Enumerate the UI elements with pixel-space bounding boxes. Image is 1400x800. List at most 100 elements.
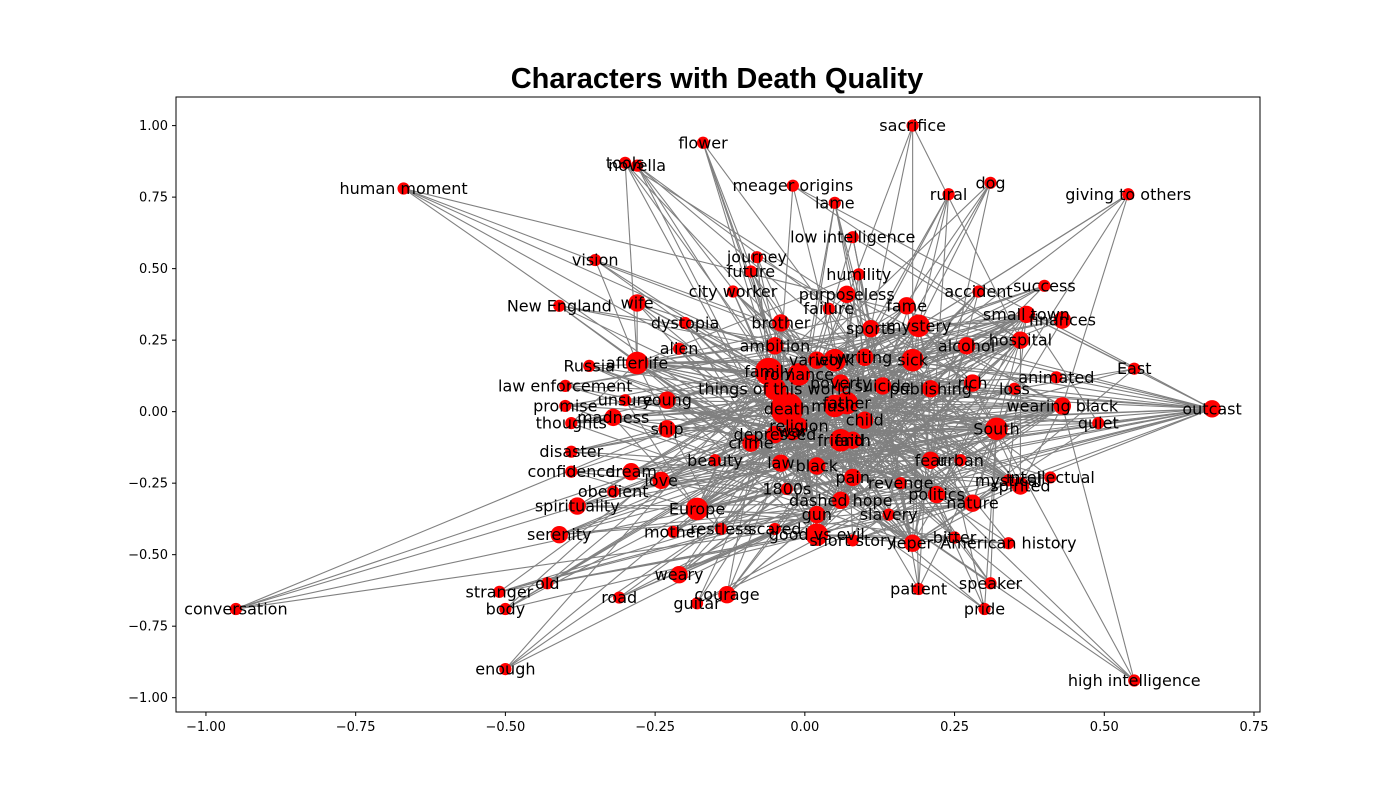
node-marker xyxy=(786,179,799,192)
edge xyxy=(852,477,914,544)
node-label: outcast xyxy=(1182,399,1241,418)
node-label: alien xyxy=(660,339,699,358)
node-label: brother xyxy=(751,313,810,332)
edge xyxy=(834,202,866,358)
node-marker xyxy=(619,394,632,407)
node-label: black xyxy=(796,457,839,476)
node-label: weary xyxy=(655,565,704,584)
edge xyxy=(774,313,1027,347)
node-marker xyxy=(772,454,790,472)
edge xyxy=(571,359,913,473)
edge xyxy=(816,382,973,467)
node-label: mystery xyxy=(886,316,952,335)
edge xyxy=(696,382,842,604)
node-marker xyxy=(808,505,826,524)
node-marker xyxy=(766,337,784,355)
node-marker xyxy=(1008,382,1021,395)
edge xyxy=(774,422,1099,436)
edge xyxy=(636,165,866,358)
node-marker xyxy=(708,454,722,467)
node-label: rural xyxy=(930,185,968,204)
edge xyxy=(852,408,1213,541)
node-marker xyxy=(844,468,862,487)
node-marker xyxy=(493,585,506,598)
node-label: meager origins xyxy=(732,176,853,195)
node-label: depressed xyxy=(733,425,816,444)
node-marker xyxy=(589,253,602,267)
edge xyxy=(864,419,991,584)
node-label: poverty xyxy=(810,374,872,393)
edge xyxy=(235,419,865,610)
edge xyxy=(571,408,787,453)
node-label: scared xyxy=(748,519,801,538)
node-marker xyxy=(1038,279,1051,292)
edge xyxy=(864,419,1135,681)
node-marker xyxy=(565,445,578,458)
node-label: loss xyxy=(999,379,1030,398)
edge xyxy=(720,359,818,530)
node-label: 1800s xyxy=(762,479,811,498)
node-marker xyxy=(559,399,572,413)
edge xyxy=(505,385,883,610)
node-label: dashed hope xyxy=(789,491,892,510)
edge xyxy=(702,142,800,427)
node-marker xyxy=(583,359,596,372)
node-label: slavery xyxy=(860,505,918,524)
edge xyxy=(846,402,1099,424)
edge xyxy=(798,202,836,427)
node-marker xyxy=(894,477,907,490)
edge xyxy=(714,339,1021,461)
node-marker xyxy=(631,159,644,172)
node-marker xyxy=(1092,416,1105,430)
node-label: small town xyxy=(983,305,1070,324)
node-label: mother xyxy=(644,522,703,541)
node-label: young xyxy=(642,391,692,410)
node-label: low intelligence xyxy=(790,228,915,247)
edge xyxy=(559,305,1213,410)
node-label: South xyxy=(973,419,1020,438)
node-marker xyxy=(613,591,626,604)
node-marker xyxy=(942,188,955,201)
node-marker xyxy=(907,314,930,338)
edge xyxy=(840,439,1135,681)
edge xyxy=(726,359,914,596)
node-marker xyxy=(1011,331,1030,349)
node-marker xyxy=(670,565,688,584)
x-tick-label: −1.00 xyxy=(186,720,226,735)
node-label: rich xyxy=(958,374,988,393)
edge xyxy=(816,405,1063,536)
node-marker xyxy=(921,380,940,398)
node-marker xyxy=(984,577,997,590)
edge xyxy=(936,193,1129,495)
node-label: things of this world xyxy=(698,379,851,398)
node-marker xyxy=(1050,371,1063,384)
node-label: serenity xyxy=(527,525,592,544)
node-label: high intelligence xyxy=(1068,671,1201,690)
node-label: accident xyxy=(944,282,1012,301)
node-marker xyxy=(768,522,781,536)
node-marker xyxy=(565,465,578,478)
y-tick-label: 1.00 xyxy=(139,119,168,134)
x-tick-label: 0.00 xyxy=(790,720,819,735)
node-label: old xyxy=(535,574,559,593)
node-label: publishing xyxy=(889,379,972,398)
node-marker xyxy=(856,411,874,429)
node-label: humility xyxy=(826,265,891,284)
edge xyxy=(684,322,835,361)
edge xyxy=(1061,405,1135,681)
node-label: unsure xyxy=(598,391,653,410)
node-label: courage xyxy=(694,585,759,604)
node-marker xyxy=(565,416,578,430)
node-label: war xyxy=(778,422,808,441)
node-marker xyxy=(823,394,847,418)
edge xyxy=(750,271,848,404)
edge xyxy=(636,362,985,610)
edge xyxy=(571,471,841,501)
edge xyxy=(816,479,1009,536)
x-tick-label: −0.25 xyxy=(635,720,675,735)
node-label: city worker xyxy=(689,282,778,301)
edge xyxy=(546,374,800,584)
edge xyxy=(696,494,937,604)
edge xyxy=(834,193,950,407)
node-marker xyxy=(873,377,892,395)
